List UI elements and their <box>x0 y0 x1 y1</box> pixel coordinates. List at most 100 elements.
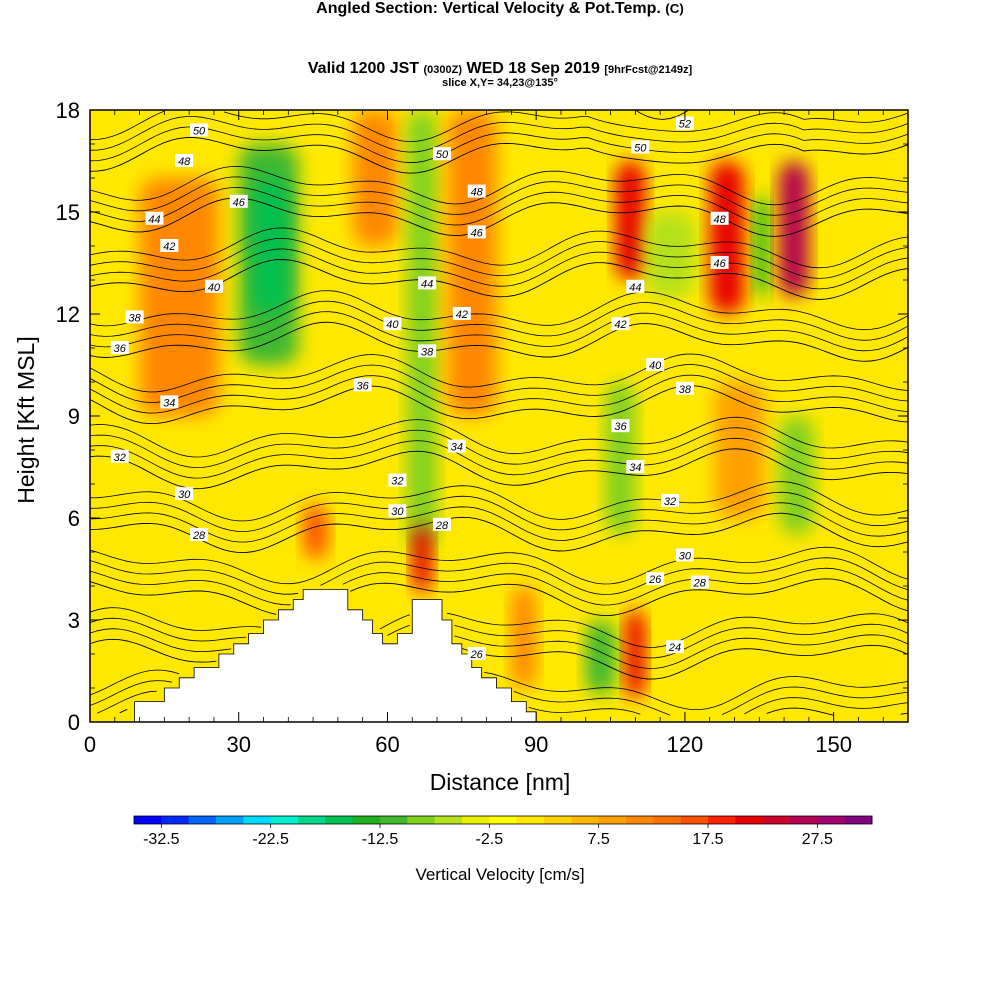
colorbar-tick-label: 27.5 <box>802 831 833 848</box>
contour-label: 40 <box>383 317 402 331</box>
x-tick-label: 0 <box>84 732 96 757</box>
theta-contour <box>90 165 908 206</box>
contour-label-box <box>353 378 372 392</box>
theta-contour <box>90 311 908 352</box>
contour-label-box <box>190 123 209 137</box>
contour-label-text: 34 <box>163 397 175 409</box>
chart-slice-info: slice X,Y= 34,23@135° <box>442 77 558 89</box>
contour-label-box <box>388 504 407 518</box>
theta-contour <box>90 176 908 216</box>
colorbar-swatch <box>407 816 436 824</box>
contour-label: 32 <box>388 473 407 488</box>
chart-title: Angled Section: Vertical Velocity & Pot.… <box>0 0 1000 18</box>
contour-label: 28 <box>432 517 451 532</box>
contour-label-text: 46 <box>471 227 484 239</box>
contour-label-box <box>626 279 645 293</box>
contour-label-box <box>418 344 437 358</box>
colorbar-tick-label: 7.5 <box>588 831 610 848</box>
colorbar-swatch <box>844 816 873 824</box>
theta-contour <box>90 186 908 227</box>
colorbar-swatch <box>188 816 217 824</box>
contour-label: 30 <box>388 504 407 518</box>
contour-label: 46 <box>229 194 248 209</box>
contour-label-text: 50 <box>193 125 206 137</box>
velocity-cell <box>645 212 695 297</box>
contour-label: 32 <box>661 494 680 508</box>
contour-label-box <box>467 184 486 198</box>
contour-label-text: 28 <box>192 530 206 542</box>
contour-label-box <box>631 140 650 154</box>
x-axis-title: Distance [nm] <box>430 769 571 795</box>
contour-label: 44 <box>626 279 645 294</box>
theta-contour <box>90 364 908 403</box>
contour-label: 42 <box>160 239 179 253</box>
terrain <box>90 589 908 723</box>
y-tick-label: 18 <box>56 98 80 123</box>
contour-label-box <box>452 307 471 320</box>
colorbar-tick-label: -12.5 <box>362 831 399 848</box>
contour-label: 36 <box>611 419 630 433</box>
potential-temperature-contours <box>90 6 908 716</box>
y-tick-label: 3 <box>68 608 80 633</box>
colorbar-swatch <box>680 816 709 824</box>
theta-contour <box>90 290 908 331</box>
theta-contour <box>90 126 908 164</box>
contour-label-box <box>110 449 129 463</box>
contour-labels: 50 48 46 44 42 40 38 36 34 32 30 28 50 48 46 44 42 40 38 36… <box>110 116 729 661</box>
theta-contour <box>90 448 908 490</box>
contour-label-box <box>467 225 486 239</box>
contour-label-text: 32 <box>391 476 403 488</box>
theta-contour <box>90 680 908 716</box>
theta-contour <box>90 353 908 393</box>
contour-label: 38 <box>418 344 437 358</box>
chart-subtitle-valid: Valid 1200 JST (0300Z) WED 18 Sep 2019 [… <box>0 60 1000 78</box>
colorbar-tick-label: -22.5 <box>252 831 289 848</box>
contour-label: 34 <box>626 460 645 474</box>
contour-label-text: 52 <box>679 119 691 131</box>
contour-label-text: 44 <box>629 282 641 294</box>
theta-contour <box>90 557 908 595</box>
colorbar-swatch <box>489 816 518 824</box>
contour-label-box <box>646 358 665 371</box>
contour-label-text: 40 <box>386 319 399 331</box>
contour-label-text: 32 <box>114 452 126 464</box>
contour-label: 40 <box>646 358 665 372</box>
theta-contour <box>90 481 908 522</box>
contour-label-box <box>160 395 179 409</box>
velocity-cell <box>139 178 219 416</box>
contour-label-text: 30 <box>679 550 692 562</box>
theta-contour <box>90 567 908 606</box>
contour-label: 52 <box>675 116 694 131</box>
contour-label-text: 50 <box>634 142 647 154</box>
theta-contour <box>90 259 908 300</box>
terrain-profile <box>90 589 908 723</box>
contour-label: 32 <box>110 449 129 464</box>
contour-label: 40 <box>204 279 223 294</box>
contour-label: 48 <box>467 184 486 199</box>
y-tick-label: 6 <box>68 506 80 531</box>
valid-prefix: Valid 1200 JST <box>307 60 420 77</box>
theta-contour <box>90 116 908 153</box>
theta-contour <box>119 707 908 716</box>
contour-label-box <box>710 256 729 269</box>
x-tick-label: 120 <box>667 732 704 757</box>
contour-label-box <box>646 572 665 586</box>
contour-label-text: 38 <box>128 312 141 324</box>
velocity-cell <box>779 416 814 535</box>
theta-contour <box>90 137 908 174</box>
contour-label-box <box>675 381 694 395</box>
contour-label: 30 <box>675 548 694 562</box>
contour-label-text: 48 <box>178 156 191 168</box>
contour-label-text: 40 <box>649 360 662 372</box>
colorbar-swatch <box>270 816 299 824</box>
colorbar-tick-label: -32.5 <box>143 831 180 848</box>
colorbar-frame <box>133 815 873 825</box>
theta-contour <box>90 6 908 61</box>
theta-contour <box>90 669 908 710</box>
contour-label: 44 <box>418 276 437 290</box>
contour-label: 34 <box>447 439 466 454</box>
contour-label-box <box>675 548 694 562</box>
colorbar-title: Vertical Velocity [cm/s] <box>415 865 584 884</box>
